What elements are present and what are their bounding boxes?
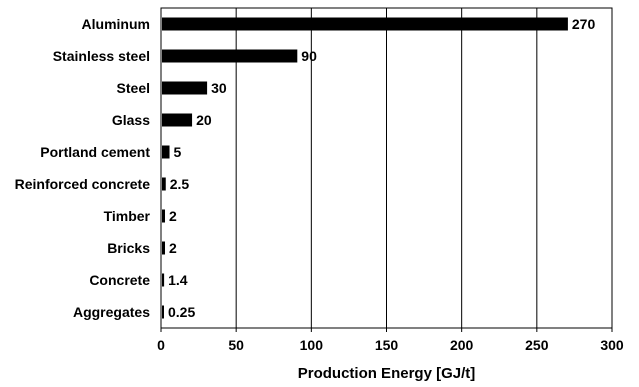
data-label: 2.5 bbox=[170, 176, 190, 192]
category-label: Bricks bbox=[107, 240, 150, 256]
x-tick-label: 300 bbox=[600, 337, 624, 353]
category-label: Reinforced concrete bbox=[15, 176, 151, 192]
data-label: 2 bbox=[169, 208, 177, 224]
data-label: 20 bbox=[196, 112, 212, 128]
bar bbox=[162, 209, 166, 223]
bar bbox=[162, 241, 166, 255]
bars bbox=[162, 17, 568, 319]
data-label: 0.25 bbox=[168, 304, 195, 320]
x-tick-label: 250 bbox=[525, 337, 549, 353]
bar bbox=[162, 113, 193, 127]
data-label: 270 bbox=[572, 16, 596, 32]
category-label: Glass bbox=[112, 112, 150, 128]
x-tick-label: 50 bbox=[228, 337, 244, 353]
data-label: 90 bbox=[301, 48, 317, 64]
category-labels: Aluminum Stainless steel Steel Glass Portlan… bbox=[15, 16, 151, 320]
x-tick-label: 150 bbox=[375, 337, 399, 353]
data-label: 1.4 bbox=[168, 272, 188, 288]
category-label: Stainless steel bbox=[53, 48, 150, 64]
x-tick-label: 100 bbox=[300, 337, 324, 353]
bar bbox=[162, 145, 170, 159]
category-label: Aggregates bbox=[73, 304, 150, 320]
bar bbox=[162, 17, 568, 31]
x-axis-title: Production Energy [GJ/t] bbox=[298, 365, 476, 382]
category-label: Aluminum bbox=[82, 16, 150, 32]
x-tick-label: 200 bbox=[450, 337, 474, 353]
bar bbox=[162, 81, 208, 95]
bar bbox=[162, 305, 164, 319]
data-labels: 270 90 30 20 5 2.5 2 2 1.4 0.25 bbox=[168, 16, 595, 320]
category-label: Steel bbox=[117, 80, 150, 96]
bar bbox=[162, 177, 166, 191]
data-label: 5 bbox=[174, 144, 182, 160]
category-label: Timber bbox=[104, 208, 151, 224]
x-tick-label: 0 bbox=[157, 337, 165, 353]
bar bbox=[162, 49, 298, 63]
data-label: 30 bbox=[211, 80, 227, 96]
category-label: Concrete bbox=[89, 272, 150, 288]
bar bbox=[162, 273, 165, 287]
x-tick-labels: 0 50 100 150 200 250 300 bbox=[157, 328, 624, 353]
gridlines bbox=[235, 8, 538, 328]
data-label: 2 bbox=[169, 240, 177, 256]
category-label: Portland cement bbox=[40, 144, 150, 160]
